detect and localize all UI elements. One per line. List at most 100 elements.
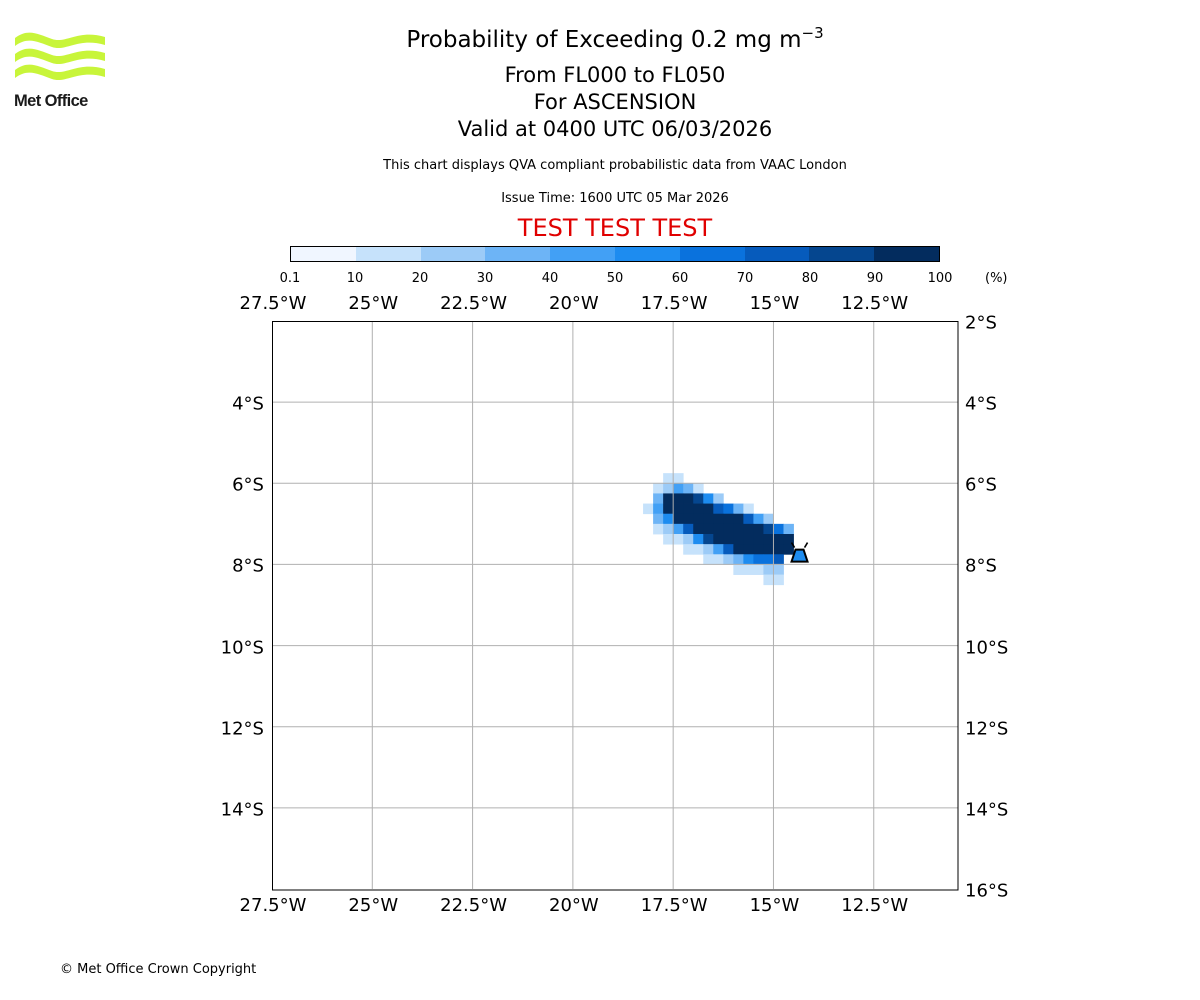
plume-cell xyxy=(733,544,744,555)
colorbar-segment xyxy=(550,247,615,261)
colorbar xyxy=(290,246,940,262)
longitude-label-top: 12.5°W xyxy=(841,293,909,314)
met-office-waves-icon xyxy=(15,32,105,81)
volcano-icon xyxy=(790,542,809,563)
plume-cell xyxy=(663,473,674,484)
colorbar-tick: 50 xyxy=(606,271,624,286)
title-location: For ASCENSION xyxy=(533,90,697,114)
plume-cell xyxy=(713,534,724,545)
plume-cell xyxy=(673,513,684,525)
plume-cell xyxy=(773,534,784,545)
longitude-label-bottom: 25°W xyxy=(348,895,399,916)
latitude-label-left: 6°S xyxy=(232,474,264,496)
plume-cell xyxy=(743,554,754,565)
longitude-label-top: 15°W xyxy=(749,293,800,314)
plume-layer xyxy=(643,473,794,586)
plume-cell xyxy=(673,503,684,515)
colorbar-segment xyxy=(614,247,680,261)
plume-cell xyxy=(733,554,744,565)
plume-cell xyxy=(753,564,764,575)
longitude-label-top: 25°W xyxy=(348,293,399,314)
plume-cell xyxy=(713,523,724,535)
latitude-label-right: 14°S xyxy=(965,799,1009,821)
plume-cell xyxy=(703,544,714,555)
plume-cell xyxy=(773,523,784,535)
longitude-label-bottom: 12.5°W xyxy=(841,895,909,916)
plume-cell xyxy=(673,483,684,494)
plume-cell xyxy=(763,574,774,586)
plume-cell xyxy=(753,513,764,525)
colorbar-tick: 20 xyxy=(411,271,429,286)
longitude-label-bottom: 15°W xyxy=(749,895,800,916)
colorbar-tick: 70 xyxy=(736,271,754,286)
plume-cell xyxy=(653,503,664,515)
plume-cell xyxy=(643,503,654,515)
plume-cell xyxy=(773,574,784,586)
plume-cell xyxy=(703,554,714,565)
plume-cell xyxy=(663,513,674,525)
title-flight-levels: From FL000 to FL050 xyxy=(504,63,726,87)
longitude-label-top: 27.5°W xyxy=(239,293,307,314)
plume-cell xyxy=(693,523,704,535)
plume-cell xyxy=(653,483,664,494)
plume-cell xyxy=(763,544,774,555)
latitude-label-left: 14°S xyxy=(220,799,264,821)
plume-cell xyxy=(723,534,734,545)
plume-cell xyxy=(743,564,754,575)
plume-cell xyxy=(763,513,774,525)
plume-cell xyxy=(703,493,714,504)
plume-cell xyxy=(763,523,774,535)
colorbar-tick: 100 xyxy=(927,271,953,286)
plume-cell xyxy=(683,523,694,535)
latitude-label-right: 4°S xyxy=(965,393,997,415)
plume-cell xyxy=(713,503,724,515)
colorbar-tick: 60 xyxy=(671,271,689,286)
title-line-1: Probability of Exceeding 0.2 mg m xyxy=(406,27,802,53)
colorbar-segment xyxy=(874,247,939,261)
latitude-label-right: 2°S xyxy=(965,312,997,334)
colorbar-segment xyxy=(420,247,486,261)
plume-cell xyxy=(663,534,674,545)
probability-map xyxy=(272,321,959,891)
issue-time: Issue Time: 1600 UTC 05 Mar 2026 xyxy=(501,191,729,206)
plume-cell xyxy=(723,513,734,525)
colorbar-tick: 0.1 xyxy=(279,271,301,286)
colorbar-tick: 30 xyxy=(476,271,494,286)
plume-cell xyxy=(713,513,724,525)
latitude-label-right: 8°S xyxy=(965,555,997,577)
test-banner: TEST TEST TEST xyxy=(517,214,713,242)
colorbar-tick: 10 xyxy=(346,271,364,286)
plume-cell xyxy=(713,554,724,565)
latitude-label-left: 8°S xyxy=(232,555,264,577)
map-frame xyxy=(272,321,959,891)
plume-cell xyxy=(683,534,694,545)
plume-cell xyxy=(693,493,704,504)
met-office-logo: Met Office xyxy=(14,30,106,112)
plume-cell xyxy=(713,544,724,555)
latitude-label-right: 12°S xyxy=(965,718,1009,740)
plume-cell xyxy=(673,473,684,484)
volcano-eruption-line xyxy=(790,542,796,549)
plume-cell xyxy=(723,503,734,515)
plume-cell xyxy=(683,544,694,555)
plume-cell xyxy=(773,564,784,575)
logo-text: Met Office xyxy=(14,92,88,110)
chart-title: Probability of Exceeding 0.2 mg m−3 xyxy=(0,24,1200,54)
plume-cell xyxy=(653,523,664,535)
title-valid-time: Valid at 0400 UTC 06/03/2026 xyxy=(457,117,773,141)
plume-cell xyxy=(663,503,674,515)
graticule xyxy=(272,321,958,889)
colorbar-segment xyxy=(291,247,356,261)
title-exponent: −3 xyxy=(801,24,824,42)
plume-cell xyxy=(663,483,674,494)
plume-cell xyxy=(683,493,694,504)
colorbar-segment xyxy=(355,247,421,261)
plume-cell xyxy=(753,534,764,545)
copyright-notice: © Met Office Crown Copyright xyxy=(60,962,257,977)
volcano-eruption-line xyxy=(803,542,809,549)
plume-cell xyxy=(693,483,704,494)
latitude-label-left: 4°S xyxy=(232,393,264,415)
plume-cell xyxy=(753,523,764,535)
plume-cell xyxy=(783,534,794,545)
colorbar-segment xyxy=(485,247,551,261)
